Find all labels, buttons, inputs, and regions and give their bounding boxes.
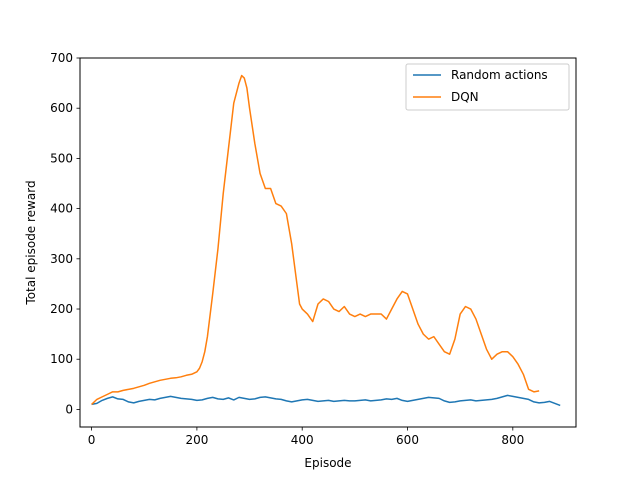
x-tick-label: 600 (396, 433, 419, 447)
series-line-random-actions (91, 394, 561, 407)
x-tick-label: 800 (501, 433, 524, 447)
x-tick-label: 400 (291, 433, 314, 447)
series-line-dqn (91, 74, 540, 405)
axis-ticks: 0 200 400 600 800 0 100 200 300 400 500 600 700 (50, 51, 524, 447)
y-tick-label: 300 (50, 252, 73, 266)
y-tick-label: 700 (50, 51, 73, 65)
x-axis-label: Episode (304, 456, 351, 470)
y-tick-label: 400 (50, 202, 73, 216)
legend-box (405, 63, 570, 111)
legend-label-random-actions: Random actions (451, 68, 548, 82)
legend-label-dqn: DQN (451, 90, 479, 104)
y-tick-label: 200 (50, 302, 73, 316)
y-tick-label: 600 (50, 101, 73, 115)
y-tick-label: 0 (65, 402, 73, 416)
y-tick-label: 100 (50, 352, 73, 366)
y-tick-label: 500 (50, 151, 73, 165)
legend: Random actions DQN (405, 63, 570, 111)
plot-frame (79, 57, 577, 428)
x-tick-label: 200 (185, 433, 208, 447)
plot-marks (91, 74, 561, 407)
x-tick-label: 0 (88, 433, 96, 447)
y-axis-label: Total episode reward (24, 180, 38, 305)
